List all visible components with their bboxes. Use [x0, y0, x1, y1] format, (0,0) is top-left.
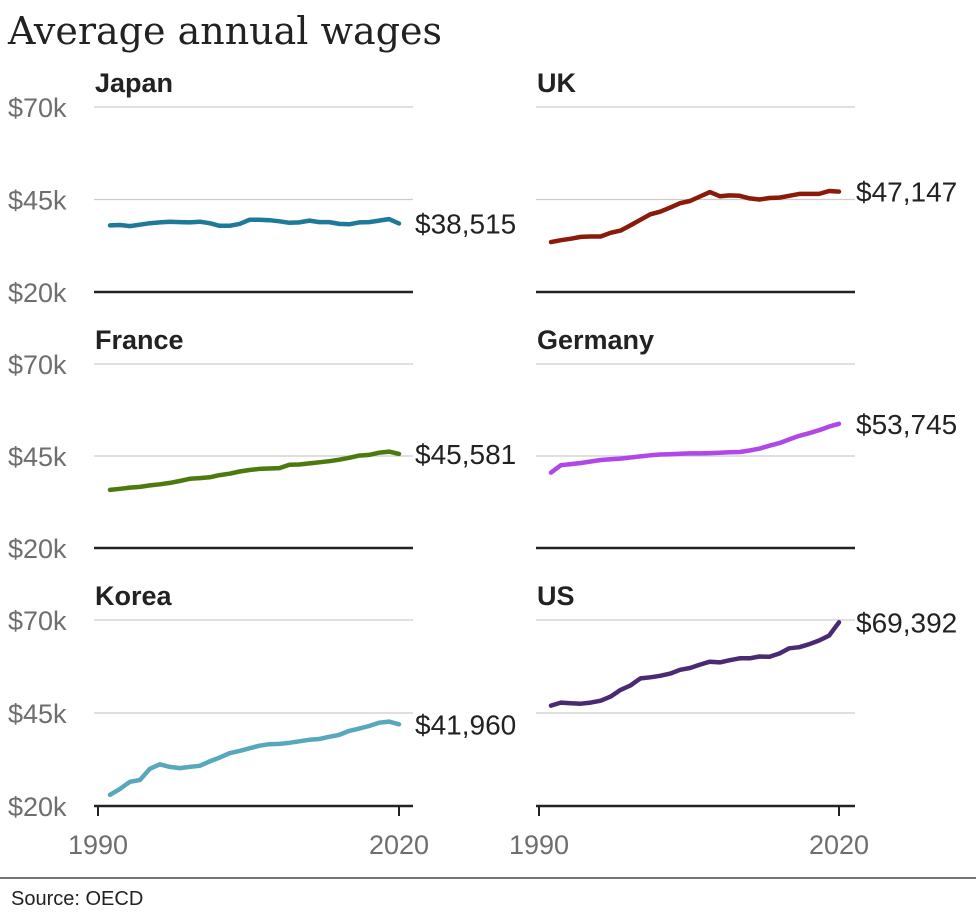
x-tick-label: 2020: [809, 830, 869, 860]
source-note: Source: OECD: [11, 888, 143, 910]
panel-us: US $69,392 1990 2020: [509, 581, 957, 860]
series-line-japan: [107, 216, 402, 229]
end-value-label: $41,960: [415, 709, 516, 740]
series-line-france: [107, 449, 402, 493]
panel-title: Korea: [95, 581, 173, 611]
end-value-label: $69,392: [856, 607, 957, 638]
chart-title: Average annual wages: [7, 9, 442, 53]
panel-title: Japan: [95, 68, 173, 98]
panel-japan: $70k $45k $20k Japan $38,515: [8, 68, 516, 308]
series-line-us: [548, 620, 842, 708]
y-tick-label: $70k: [8, 606, 67, 636]
y-tick-label: $70k: [8, 93, 67, 123]
x-tick-label: 2020: [369, 830, 429, 860]
y-tick-label: $20k: [8, 278, 67, 308]
y-tick-label: $70k: [8, 350, 67, 380]
panel-korea: $70k $45k $20k Korea $41,960 1990 2020: [8, 581, 516, 860]
panel-title: Germany: [537, 325, 654, 355]
series-line-uk: [548, 188, 842, 245]
y-tick-label: $45k: [8, 699, 67, 729]
y-tick-label: $20k: [8, 534, 67, 564]
end-value-label: $38,515: [415, 208, 516, 239]
panel-title: US: [537, 581, 575, 611]
end-value-label: $47,147: [856, 177, 957, 208]
panel-germany: Germany $53,745: [536, 325, 957, 550]
x-tick-label: 1990: [509, 830, 569, 860]
panel-france: $70k $45k $20k France $45,581: [8, 325, 516, 564]
end-value-label: $53,745: [856, 409, 957, 440]
panels-group: $70k $45k $20k Japan $38,515 UK $47,147 $70k $45…: [8, 68, 957, 860]
panel-uk: UK $47,147: [536, 68, 957, 294]
y-tick-label: $45k: [8, 186, 67, 216]
y-tick-label: $45k: [8, 442, 67, 472]
y-tick-label: $20k: [8, 792, 67, 822]
series-line-germany: [548, 421, 842, 475]
end-value-label: $45,581: [415, 439, 516, 470]
series-line-korea: [107, 719, 402, 798]
panel-title: UK: [537, 68, 576, 98]
panel-title: France: [95, 325, 184, 355]
x-tick-label: 1990: [68, 830, 128, 860]
